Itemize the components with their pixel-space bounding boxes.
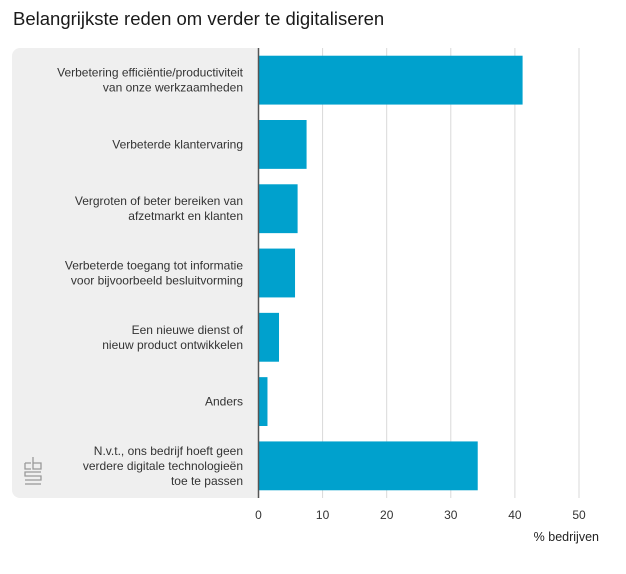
bars [258,55,523,491]
category-label: Anders [205,395,243,409]
cbs-logo-icon [24,457,42,485]
category-label: Verbeterde klantervaring [112,137,243,151]
bar[interactable] [258,184,298,234]
category-label: N.v.t., ons bedrijf hoeft geen verdere di… [83,444,243,488]
bar[interactable] [258,312,280,362]
x-tick-label: 40 [508,508,522,522]
category-label: Een nieuwe dienst of nieuw product ontwik… [102,323,243,352]
category-label-panel [12,48,258,498]
x-tick-labels: 0 10 20 30 40 50 [255,508,586,522]
category-labels: Verbetering efficiëntie/productiviteit va… [57,66,244,488]
x-axis-title: % bedrijven [534,530,599,544]
chart-title: Belangrijkste reden om verder te digital… [13,8,385,29]
x-tick-label: 0 [255,508,262,522]
x-tick-label: 30 [444,508,458,522]
gridlines [322,48,580,498]
x-tick-label: 20 [380,508,394,522]
bar[interactable] [258,120,307,169]
bar[interactable] [258,441,478,491]
bar[interactable] [258,248,296,298]
category-label: Verbetering efficiëntie/productiviteit va… [57,66,244,95]
bar[interactable] [258,55,523,105]
x-tick-label: 50 [572,508,586,522]
category-label: Vergroten of beter bereiken van afzetmark… [75,194,243,223]
bar[interactable] [258,377,268,426]
category-label: Verbeterde toegang tot informatie voor bi… [65,259,243,288]
x-tick-label: 10 [316,508,330,522]
